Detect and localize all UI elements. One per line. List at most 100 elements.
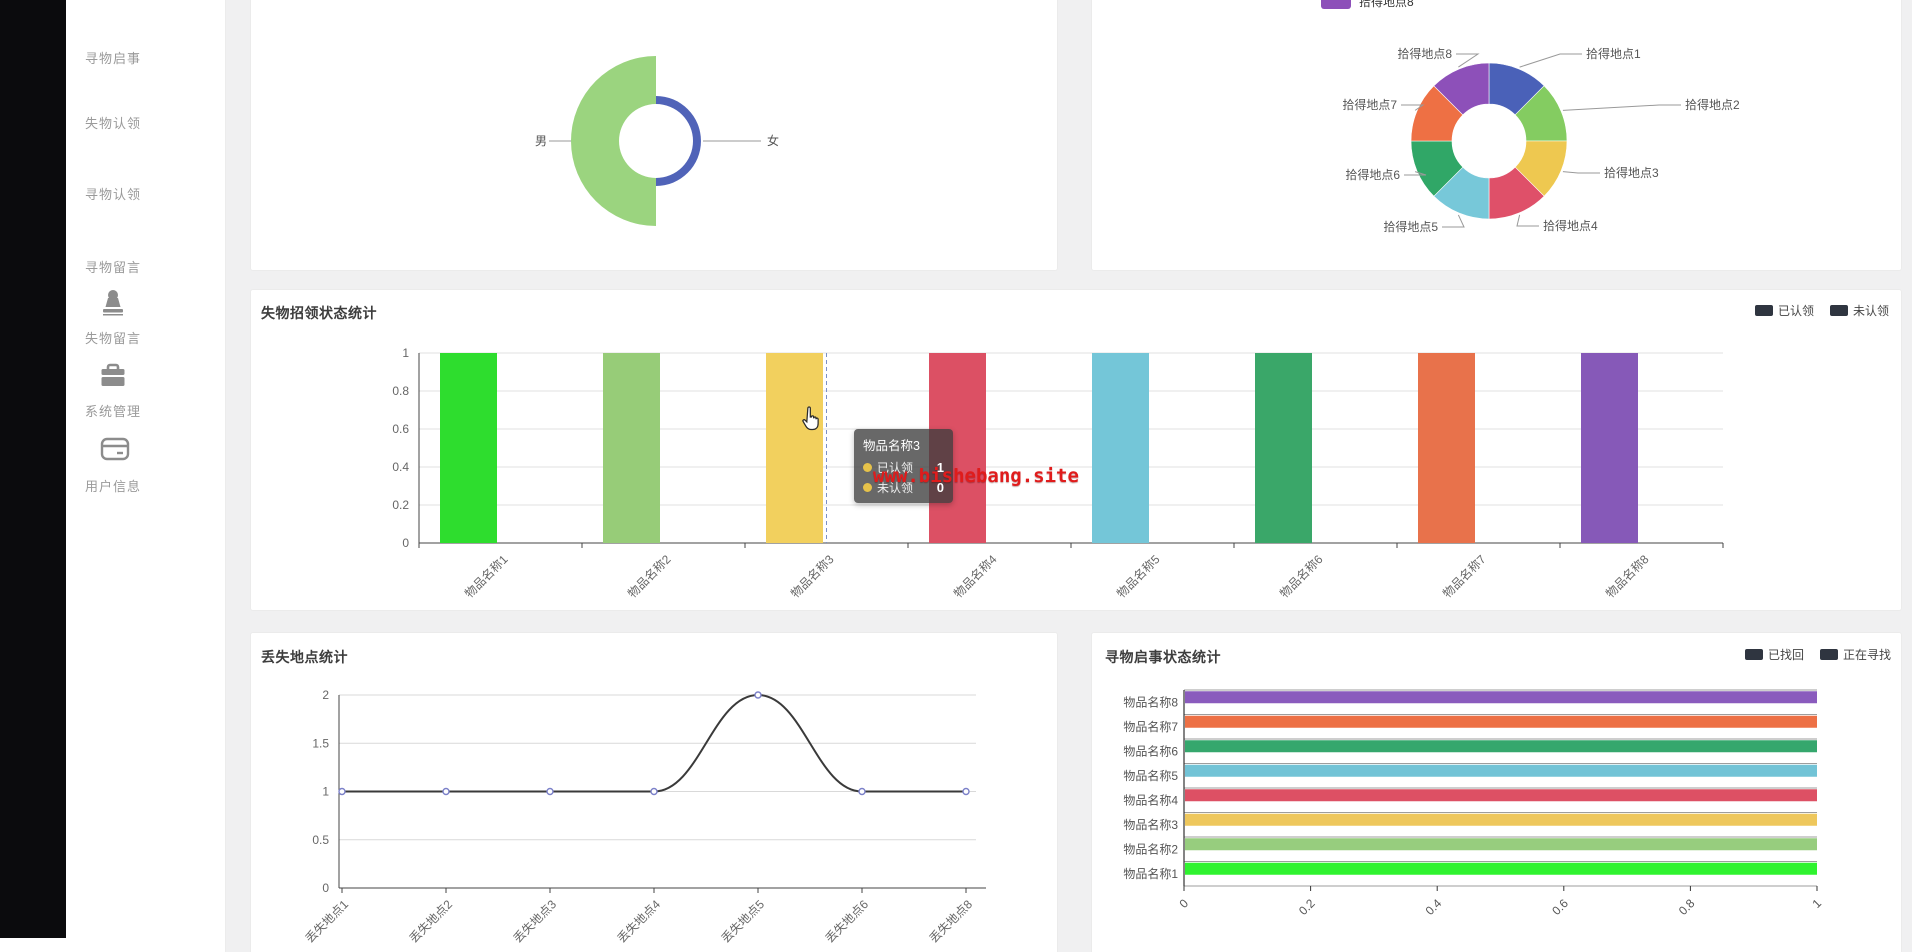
hbar-物品名称5[interactable] xyxy=(1185,764,1817,777)
tooltip-series-value: 0 xyxy=(936,480,944,495)
hbar-物品名称7[interactable] xyxy=(1185,715,1817,728)
pie-label: 拾得地点6 xyxy=(1345,167,1400,182)
pie-label: 拾得地点4 xyxy=(1543,218,1598,233)
x-axis-tick-label: 丢失地点4 xyxy=(614,896,663,945)
y-axis-category-label: 物品名称1 xyxy=(1123,866,1178,881)
sidebar-item-label: 寻物启事 xyxy=(84,51,141,66)
pie-label: 女 xyxy=(767,133,779,148)
sidebar-item-label: 失物认领 xyxy=(84,116,141,131)
y-axis-tick-label: 2 xyxy=(322,688,329,702)
data-point-marker[interactable] xyxy=(962,787,970,796)
data-point-marker[interactable] xyxy=(338,787,346,796)
data-point-marker[interactable] xyxy=(442,787,450,796)
hbar-物品名称3[interactable] xyxy=(1185,813,1817,826)
pie-label: 拾得地点5 xyxy=(1383,219,1438,234)
legend-swatch xyxy=(1819,649,1838,660)
legend-label: 已找回 xyxy=(1767,648,1804,662)
grid-icon xyxy=(98,73,128,103)
legend-item-claimed[interactable]: 已认领 xyxy=(1754,302,1814,319)
y-axis-tick-label: 0 xyxy=(322,881,329,895)
tooltip-row: 未认领 0 xyxy=(863,479,944,496)
label-leader-line xyxy=(1404,171,1427,176)
sidebar-item-seek-message[interactable]: 寻物留言 xyxy=(0,217,226,276)
data-point-marker[interactable] xyxy=(754,691,762,699)
hbar-物品名称6[interactable] xyxy=(1185,740,1817,753)
label-leader-line xyxy=(1456,53,1480,68)
bar-物品名称7[interactable] xyxy=(1418,353,1475,543)
legend-swatch xyxy=(1754,305,1773,316)
label-leader-line xyxy=(1442,214,1465,228)
y-axis-category-label: 物品名称6 xyxy=(1123,743,1178,758)
label-leader-line xyxy=(1401,104,1425,111)
pickup-locations-donut-chart[interactable]: 拾得地点1 拾得地点2 拾得地点3 拾得地点4 拾得地点5 拾得地点6 拾得地点7 拾得地点8 xyxy=(1092,0,1903,272)
bar-物品名称8[interactable] xyxy=(1581,353,1638,543)
y-axis-tick-label: 0.6 xyxy=(392,422,409,436)
y-axis-category-label: 物品名称2 xyxy=(1123,841,1178,856)
data-point-marker[interactable] xyxy=(650,787,658,796)
legend-item-searching[interactable]: 正在寻找 xyxy=(1819,646,1891,663)
screen-edge-black-bar xyxy=(0,0,66,938)
sidebar-item-system-management[interactable]: 系统管理 xyxy=(0,361,226,420)
claim-status-bar-chart[interactable]: 0 0.2 0.4 0.6 0.8 1 物品名称1 物品名称2 物品名称3 物品名称4 物品名称5 物… xyxy=(251,290,1903,612)
legend-label: 未认领 xyxy=(1852,304,1889,318)
pie-slice-拾得地点8[interactable] xyxy=(1433,62,1490,116)
hbar-物品名称2[interactable] xyxy=(1185,838,1817,851)
y-axis-category-label: 物品名称8 xyxy=(1123,694,1178,709)
data-point-marker[interactable] xyxy=(546,787,554,796)
grid-icon xyxy=(98,217,128,247)
y-axis-category-label: 物品名称5 xyxy=(1123,768,1178,783)
sidebar-item-lost-message[interactable]: 失物留言 xyxy=(0,288,226,347)
pie-label: 拾得地点3 xyxy=(1604,165,1659,180)
bar-物品名称6[interactable] xyxy=(1255,353,1312,543)
hbar-物品名称8[interactable] xyxy=(1185,691,1817,704)
pie-label: 拾得地点7 xyxy=(1342,97,1397,112)
sidebar-item-user-info[interactable]: 用户信息 xyxy=(0,432,226,495)
pie-label: 拾得地点1 xyxy=(1586,46,1641,61)
x-axis-tick-label: 丢失地点6 xyxy=(822,896,871,945)
donut-legend-cut-off[interactable]: 拾得地点8 xyxy=(1321,0,1414,10)
y-axis-category-label: 物品名称4 xyxy=(1123,792,1178,807)
pie-slice-女[interactable] xyxy=(656,96,701,186)
notice-status-chart-card: 寻物启事状态统计 已找回 正在寻找 物品名称8 物品名称7 物品名称6 物品名称5 物品… xyxy=(1091,632,1902,952)
label-leader-line xyxy=(1562,171,1600,174)
bar-物品名称2[interactable] xyxy=(603,353,660,543)
sidebar-item-seek-notice[interactable]: 寻物启事 xyxy=(0,8,226,67)
card-title: 丢失地点统计 xyxy=(261,649,348,665)
bar-物品名称3[interactable] xyxy=(766,353,823,543)
sidebar-item-seek-claim[interactable]: 寻物认领 xyxy=(0,144,226,203)
y-axis-tick-label: 0.5 xyxy=(312,833,329,847)
series-marker-dot xyxy=(863,463,872,472)
pickup-locations-chart-card: 拾得地点8 拾得地点1 拾得地点2 拾得地点3 拾得地点4 拾得地点5 拾得地点6 拾得地点… xyxy=(1091,0,1902,271)
x-axis-tick-label: 物品名称3 xyxy=(787,551,836,600)
x-axis-tick-label: 0.4 xyxy=(1423,896,1445,918)
x-axis-tick-label: 物品名称2 xyxy=(624,551,673,600)
sidebar-item-label: 失物留言 xyxy=(84,331,141,346)
hbar-物品名称4[interactable] xyxy=(1185,789,1817,802)
legend-item-found[interactable]: 已找回 xyxy=(1744,646,1804,663)
x-axis-tick-label: 物品名称1 xyxy=(461,551,510,600)
grid-icon xyxy=(98,8,128,38)
claim-legend: 已认领 未认领 xyxy=(1754,302,1889,319)
hbar-物品名称1[interactable] xyxy=(1185,862,1817,875)
y-axis-tick-label: 1.5 xyxy=(312,736,329,750)
notice-status-hbar-chart[interactable]: 物品名称8 物品名称7 物品名称6 物品名称5 物品名称4 物品名称3 物品名称2 物品名称1… xyxy=(1092,633,1903,952)
label-leader-line xyxy=(1516,214,1539,227)
stamp-icon xyxy=(98,288,128,318)
tooltip-row: 已认领 1 xyxy=(863,459,944,476)
sidebar-item-lost-claim[interactable]: 失物认领 xyxy=(0,73,226,132)
tooltip-series-name: 已认领 xyxy=(877,461,914,475)
sidebar-item-label: 寻物认领 xyxy=(84,187,141,202)
x-axis-tick-label: 物品名称6 xyxy=(1276,551,1325,600)
pie-slice-男[interactable] xyxy=(571,56,656,226)
sidebar-item-label: 用户信息 xyxy=(84,479,141,494)
gender-rose-chart[interactable]: 男女 xyxy=(251,0,1059,272)
y-axis-tick-label: 0.4 xyxy=(392,460,409,474)
legend-swatch xyxy=(1321,0,1351,9)
bar-物品名称5[interactable] xyxy=(1092,353,1149,543)
data-point-marker[interactable] xyxy=(858,787,866,796)
legend-item-unclaimed[interactable]: 未认领 xyxy=(1829,302,1889,319)
bar-物品名称1[interactable] xyxy=(440,353,497,543)
legend-label: 正在寻找 xyxy=(1842,648,1891,662)
